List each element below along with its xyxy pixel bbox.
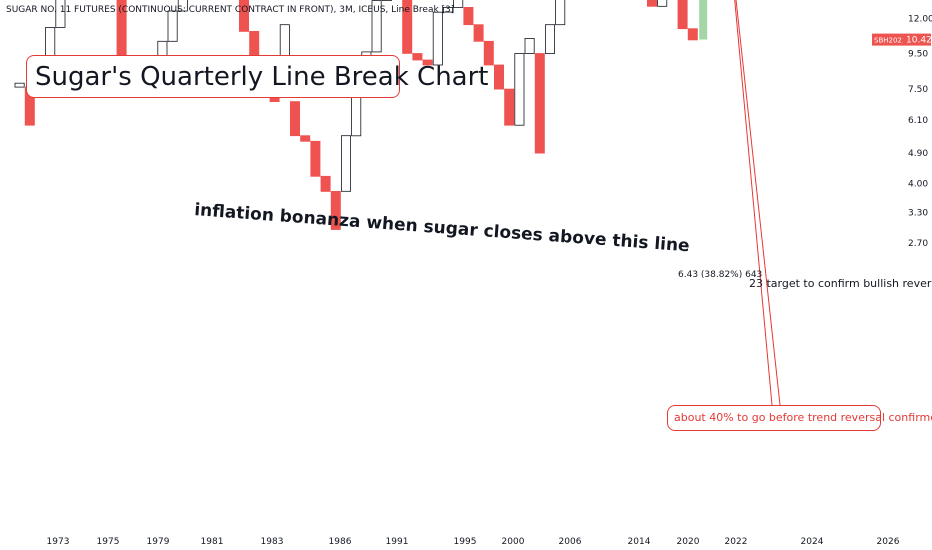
- measure-annotation: 6.43 (38.82%) 643: [678, 270, 762, 280]
- down-brick: [647, 0, 658, 7]
- y-tick-label: 6.10: [908, 116, 928, 126]
- down-brick: [412, 53, 423, 61]
- down-brick: [687, 28, 698, 41]
- down-brick: [330, 190, 341, 230]
- y-tick-label: 12.00: [908, 14, 932, 24]
- chart-title: Sugar's Quarterly Line Break Chart: [35, 62, 489, 92]
- down-brick: [493, 64, 504, 90]
- down-brick: [300, 135, 311, 142]
- x-tick-label: 2000: [502, 537, 525, 547]
- x-tick-label: 1986: [329, 537, 352, 547]
- callout-lines: [734, 0, 781, 406]
- up-brick: [432, 11, 443, 66]
- x-tick-label: 1991: [386, 537, 409, 547]
- chart-header: SUGAR NO. 11 FUTURES (CONTINUOUS: CURREN…: [6, 5, 455, 15]
- down-brick: [402, 0, 413, 54]
- up-brick: [524, 38, 535, 54]
- last-price-tag: 10.42: [906, 36, 932, 46]
- symbol-tag-bg: [872, 33, 903, 46]
- x-tick-label: 2024: [801, 537, 824, 547]
- down-brick: [504, 88, 515, 126]
- note-text: about 40% to go before trend reversal co…: [674, 411, 932, 424]
- y-tick-label: 7.50: [908, 85, 928, 95]
- x-tick-label: 1983: [261, 537, 284, 547]
- x-tick-label: 2014: [628, 537, 651, 547]
- last-price-tag-bg: [903, 33, 931, 46]
- down-brick: [534, 53, 545, 154]
- x-tick-label: 2020: [677, 537, 700, 547]
- down-brick: [310, 140, 321, 177]
- down-brick: [463, 7, 474, 26]
- up-brick: [381, 0, 392, 1]
- x-tick-label: 2022: [725, 537, 748, 547]
- x-tick-label: 2026: [877, 537, 900, 547]
- y-tick-label: 3.30: [908, 209, 928, 219]
- note-box: about 40% to go before trend reversal co…: [667, 405, 932, 431]
- up-brick: [442, 7, 453, 13]
- y-tick-label: 2.70: [908, 239, 928, 249]
- y-tick-label: 4.90: [908, 149, 928, 159]
- symbol-tag: SBH2021: [874, 37, 906, 45]
- price-tags: 23.0016.54SBH202110.42: [872, 33, 932, 46]
- callout-line: [734, 0, 773, 406]
- time-axis: 1973 1975 1979 1981 1983 1986 1991 1995 2000 2006…: [47, 537, 900, 547]
- x-tick-label: 2006: [559, 537, 582, 547]
- up-brick: [167, 10, 178, 42]
- down-brick: [238, 0, 249, 32]
- x-tick-label: 1973: [47, 537, 70, 547]
- up-brick: [340, 135, 351, 192]
- up-brick: [371, 0, 382, 53]
- x-tick-label: 1979: [147, 537, 170, 547]
- up-brick: [55, 0, 66, 28]
- up-brick: [657, 0, 668, 7]
- x-tick-label: 1981: [201, 537, 224, 547]
- up-brick: [514, 53, 525, 126]
- down-brick: [289, 101, 300, 137]
- up-brick: [14, 82, 25, 88]
- up-brick: [453, 0, 464, 8]
- y-tick-label: 4.00: [908, 180, 928, 190]
- down-brick: [473, 24, 484, 42]
- bricks-layer: [14, 0, 698, 230]
- up-brick: [555, 0, 566, 26]
- up-brick: [177, 0, 188, 12]
- measure-fill: [699, 0, 708, 40]
- down-brick: [677, 0, 688, 30]
- up-brick: [545, 24, 556, 54]
- down-brick: [483, 40, 494, 66]
- inflation-annotation: inflation bonanza when sugar closes abov…: [194, 200, 691, 256]
- down-brick: [422, 59, 433, 66]
- measure-group: [699, 0, 708, 40]
- price-axis: 2.70 3.30 4.00 4.90 6.10 7.50 9.50 12.00: [908, 14, 932, 249]
- title-box: Sugar's Quarterly Line Break Chart: [26, 55, 489, 98]
- y-tick-label: 9.50: [908, 50, 928, 60]
- target-annotation: 23 target to confirm bullish reversal: [749, 277, 932, 290]
- x-tick-label: 1975: [97, 537, 120, 547]
- down-brick: [320, 175, 331, 192]
- x-tick-label: 1995: [454, 537, 477, 547]
- callout-line: [735, 0, 781, 406]
